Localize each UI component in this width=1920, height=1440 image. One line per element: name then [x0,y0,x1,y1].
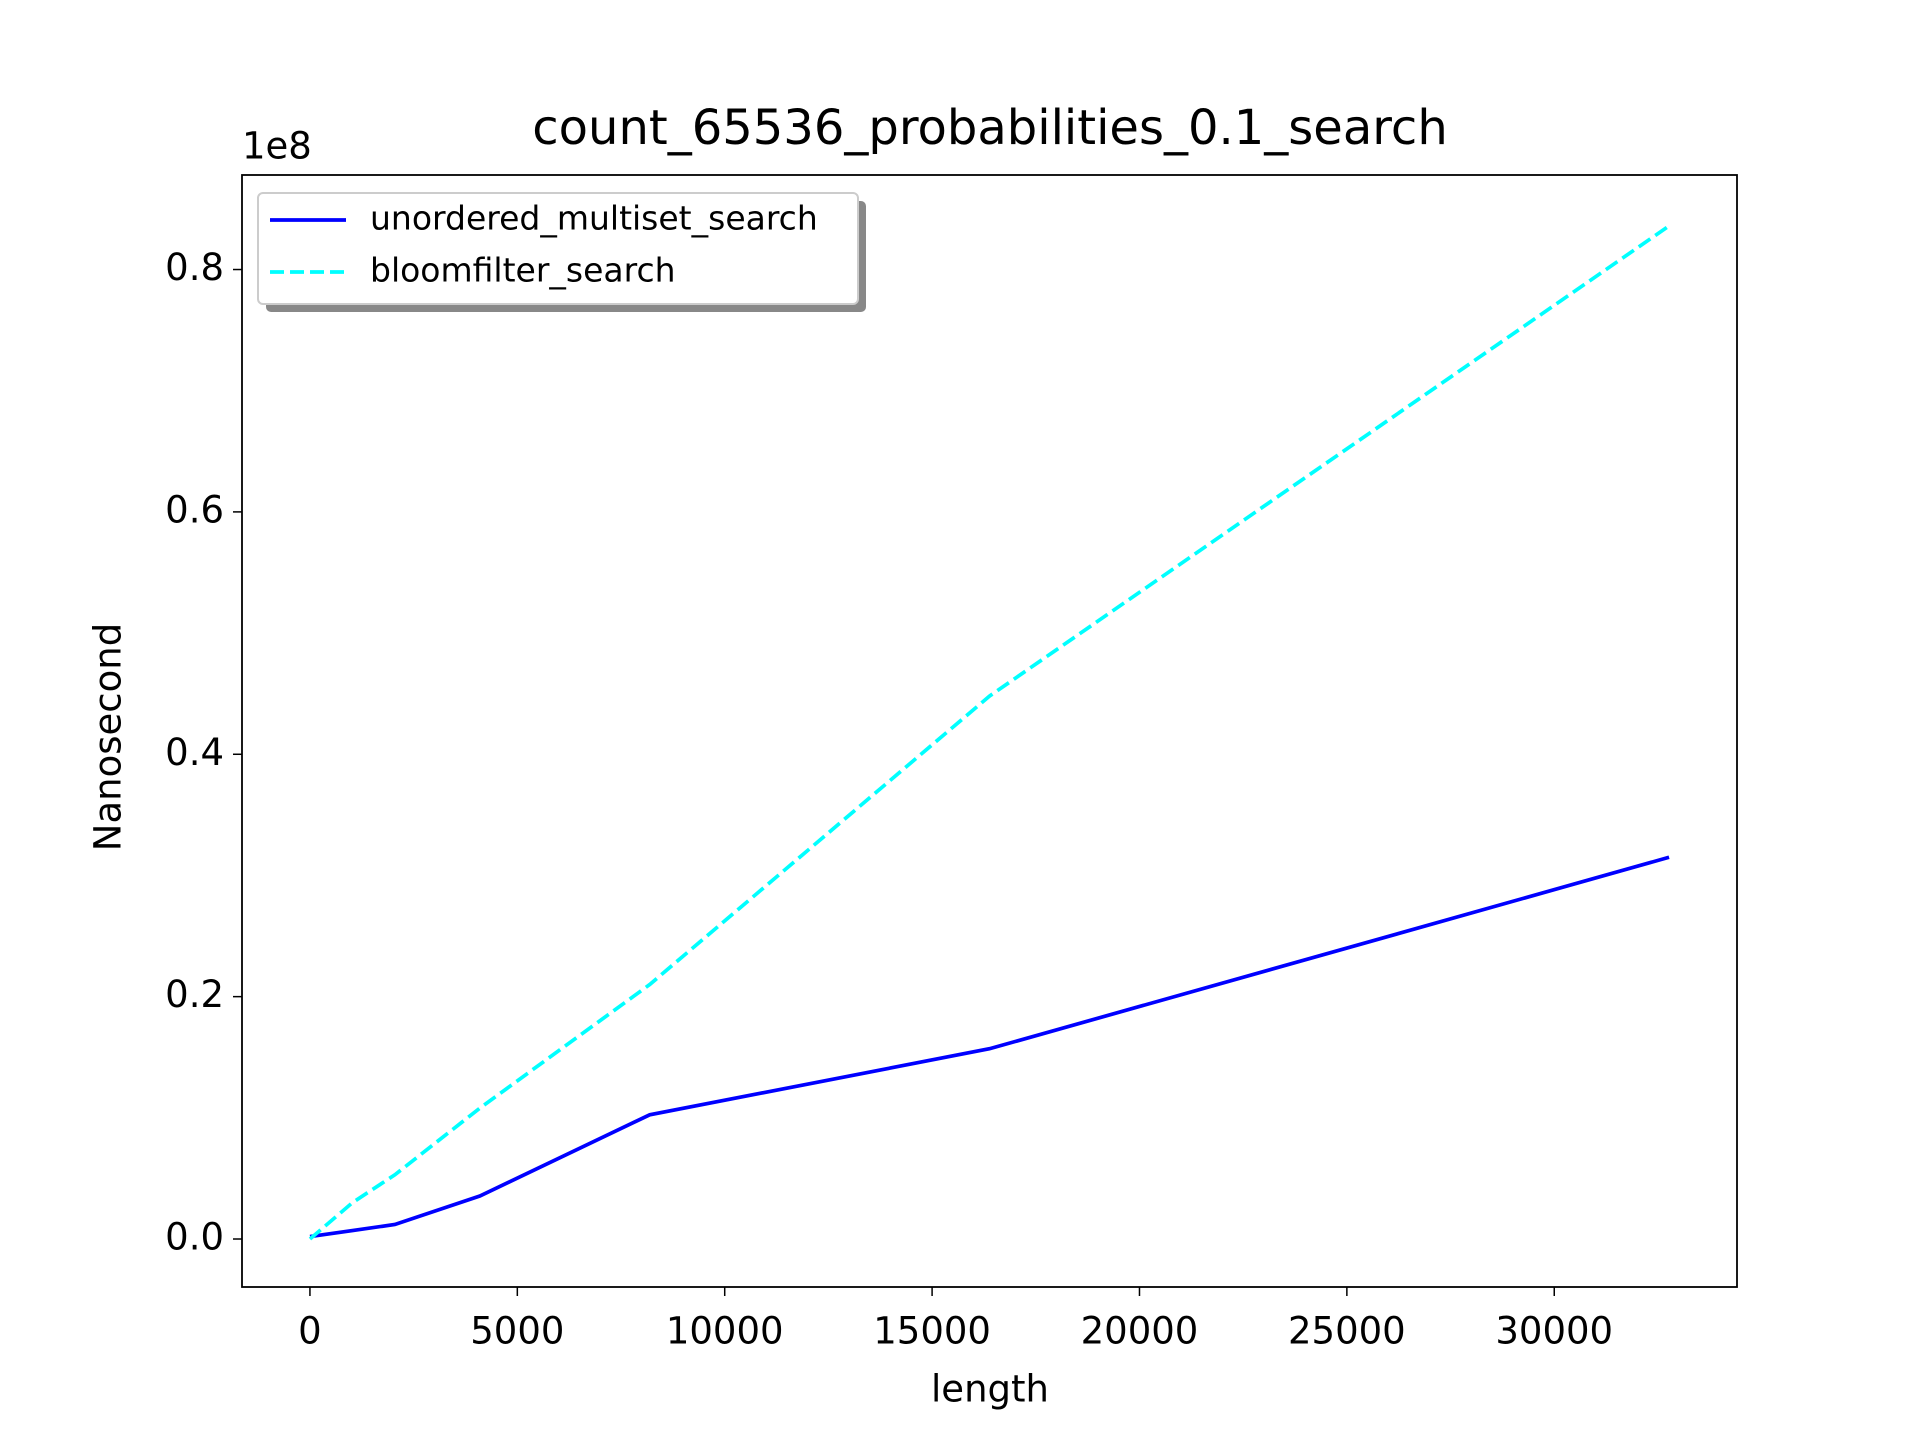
x-tick-label: 20000 [1081,1310,1199,1353]
chart-title: count_65536_probabilities_0.1_search [532,100,1447,156]
y-tick-label: 0.0 [165,1216,224,1259]
x-tick-label: 30000 [1495,1310,1613,1353]
legend-label: bloomfilter_search [370,251,676,290]
x-tick-label: 15000 [873,1310,991,1353]
x-tick-label: 0 [298,1310,322,1353]
legend-box [257,192,859,305]
y-tick-label: 0.2 [165,973,224,1016]
y-tick-label: 0.4 [165,731,224,774]
plot-frame [241,174,1738,1288]
y-tick-label: 0.8 [165,246,224,289]
y-tick-label: 0.6 [165,488,224,531]
data-line [308,224,1671,1241]
x-tick-label: 25000 [1288,1310,1406,1353]
y-axis-label: Nanosecond [87,623,130,851]
legend-label: unordered_multiset_search [370,199,818,238]
offset-label: 1e8 [242,125,312,168]
x-axis-label: length [931,1368,1049,1411]
x-tick-label: 5000 [470,1310,564,1353]
x-tick-label: 10000 [666,1310,784,1353]
data-line [309,855,1670,1239]
